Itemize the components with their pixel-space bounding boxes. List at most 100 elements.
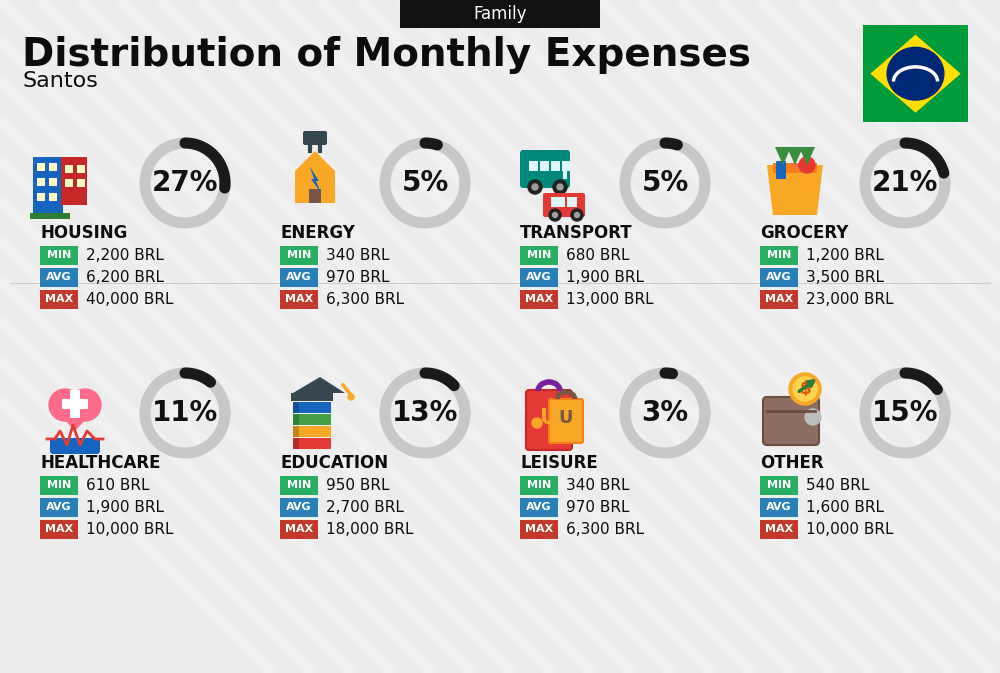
FancyBboxPatch shape (293, 438, 299, 449)
FancyBboxPatch shape (50, 438, 100, 454)
Text: LEISURE: LEISURE (520, 454, 598, 472)
Text: 6,200 BRL: 6,200 BRL (86, 269, 164, 285)
Text: GROCERY: GROCERY (760, 224, 848, 242)
Text: MAX: MAX (285, 524, 313, 534)
FancyBboxPatch shape (61, 157, 87, 205)
Text: HOUSING: HOUSING (40, 224, 127, 242)
FancyBboxPatch shape (309, 189, 321, 203)
FancyBboxPatch shape (293, 402, 299, 413)
FancyBboxPatch shape (520, 476, 558, 495)
Text: MIN: MIN (47, 480, 71, 490)
FancyBboxPatch shape (40, 289, 78, 308)
Text: AVG: AVG (286, 502, 312, 512)
FancyBboxPatch shape (49, 163, 57, 171)
Circle shape (532, 418, 542, 428)
Text: $: $ (799, 380, 811, 398)
Circle shape (799, 157, 815, 173)
Text: 40,000 BRL: 40,000 BRL (86, 291, 174, 306)
FancyBboxPatch shape (37, 193, 45, 201)
FancyBboxPatch shape (562, 161, 571, 171)
FancyBboxPatch shape (540, 161, 549, 171)
Circle shape (552, 213, 558, 217)
FancyBboxPatch shape (280, 246, 318, 264)
Text: 1,200 BRL: 1,200 BRL (806, 248, 884, 262)
Text: AVG: AVG (766, 502, 792, 512)
Text: 1,600 BRL: 1,600 BRL (806, 499, 884, 514)
Text: MAX: MAX (525, 524, 553, 534)
Text: 340 BRL: 340 BRL (566, 478, 630, 493)
FancyBboxPatch shape (70, 390, 80, 418)
Circle shape (557, 184, 563, 190)
FancyBboxPatch shape (543, 193, 585, 217)
FancyBboxPatch shape (30, 213, 70, 219)
FancyBboxPatch shape (520, 150, 570, 188)
Text: 2,700 BRL: 2,700 BRL (326, 499, 404, 514)
Polygon shape (310, 167, 321, 193)
FancyBboxPatch shape (40, 520, 78, 538)
Text: MAX: MAX (765, 524, 793, 534)
Circle shape (49, 389, 81, 421)
Text: 27%: 27% (152, 169, 218, 197)
Text: 10,000 BRL: 10,000 BRL (806, 522, 894, 536)
Circle shape (789, 373, 821, 405)
FancyBboxPatch shape (293, 402, 331, 413)
Polygon shape (870, 35, 961, 112)
FancyBboxPatch shape (520, 289, 558, 308)
Circle shape (553, 180, 567, 194)
FancyBboxPatch shape (551, 197, 565, 207)
FancyBboxPatch shape (529, 161, 538, 171)
FancyBboxPatch shape (520, 520, 558, 538)
FancyBboxPatch shape (37, 163, 45, 171)
Text: U: U (559, 409, 573, 427)
Text: 15%: 15% (872, 399, 938, 427)
Text: 3,500 BRL: 3,500 BRL (806, 269, 884, 285)
Text: TRANSPORT: TRANSPORT (520, 224, 633, 242)
Text: MAX: MAX (45, 294, 73, 304)
FancyBboxPatch shape (776, 161, 786, 179)
FancyBboxPatch shape (760, 520, 798, 538)
FancyBboxPatch shape (49, 178, 57, 186)
Text: Santos: Santos (22, 71, 98, 91)
Circle shape (69, 389, 101, 421)
Text: 340 BRL: 340 BRL (326, 248, 390, 262)
Text: U: U (540, 408, 558, 428)
FancyBboxPatch shape (280, 497, 318, 516)
Text: OTHER: OTHER (760, 454, 824, 472)
Text: MIN: MIN (527, 250, 551, 260)
Text: 6,300 BRL: 6,300 BRL (326, 291, 404, 306)
FancyBboxPatch shape (293, 438, 331, 449)
FancyBboxPatch shape (400, 0, 600, 28)
FancyBboxPatch shape (551, 161, 560, 171)
FancyBboxPatch shape (760, 497, 798, 516)
Text: 1,900 BRL: 1,900 BRL (86, 499, 164, 514)
Polygon shape (293, 377, 345, 393)
Text: MIN: MIN (527, 480, 551, 490)
Text: MIN: MIN (287, 480, 311, 490)
Text: MAX: MAX (45, 524, 73, 534)
Text: AVG: AVG (286, 272, 312, 282)
FancyBboxPatch shape (526, 390, 572, 450)
Text: 21%: 21% (872, 169, 938, 197)
FancyBboxPatch shape (77, 179, 85, 187)
Text: ENERGY: ENERGY (280, 224, 355, 242)
FancyBboxPatch shape (520, 497, 558, 516)
FancyBboxPatch shape (563, 161, 567, 179)
Text: Family: Family (473, 5, 527, 23)
Text: 18,000 BRL: 18,000 BRL (326, 522, 414, 536)
Text: EDUCATION: EDUCATION (280, 454, 388, 472)
Polygon shape (790, 163, 800, 173)
Text: 13%: 13% (392, 399, 458, 427)
Circle shape (887, 47, 944, 100)
Text: 540 BRL: 540 BRL (806, 478, 869, 493)
FancyBboxPatch shape (291, 393, 333, 401)
FancyBboxPatch shape (763, 397, 819, 445)
Text: AVG: AVG (46, 502, 72, 512)
FancyBboxPatch shape (293, 414, 331, 425)
FancyBboxPatch shape (280, 476, 318, 495)
Text: 6,300 BRL: 6,300 BRL (566, 522, 644, 536)
Text: 1,900 BRL: 1,900 BRL (566, 269, 644, 285)
FancyBboxPatch shape (40, 497, 78, 516)
FancyBboxPatch shape (303, 131, 327, 145)
FancyBboxPatch shape (293, 426, 331, 437)
FancyBboxPatch shape (567, 197, 577, 207)
